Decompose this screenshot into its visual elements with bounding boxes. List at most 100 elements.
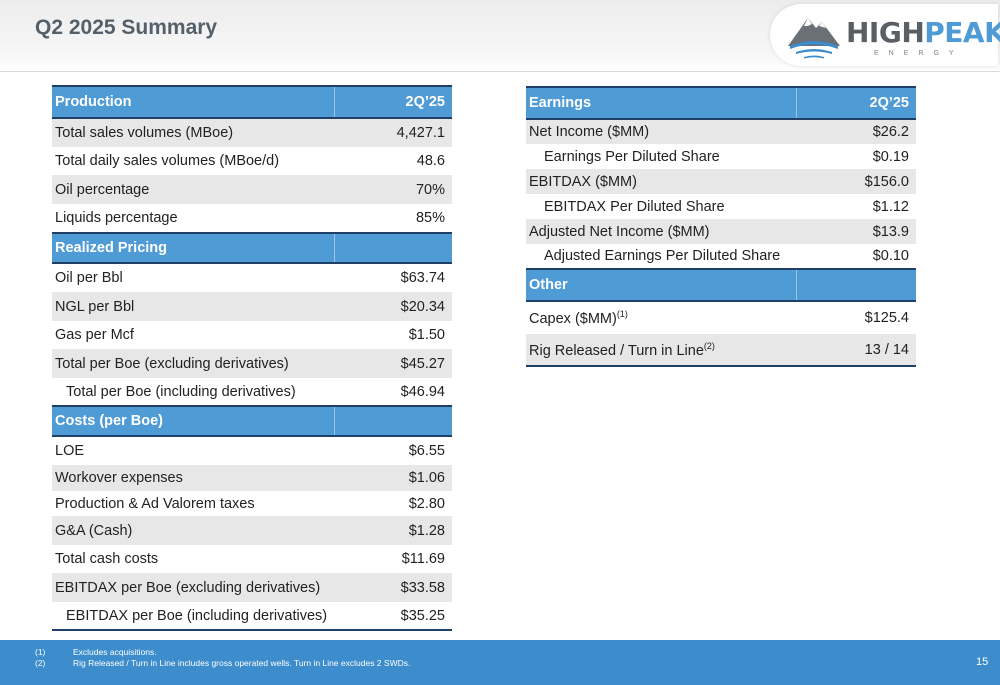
table-row: G&A (Cash) $1.28 [52, 516, 452, 545]
table-row: Capex ($MM)(1) $125.4 [526, 301, 916, 334]
row-value: $1.12 [872, 198, 909, 215]
row-value: $2.80 [408, 495, 445, 512]
section-header-row: Earnings 2Q’25 [526, 86, 916, 120]
table-row: EBITDAX per Boe (excluding derivatives) $… [52, 573, 452, 602]
row-value: $33.58 [334, 573, 452, 602]
table-row: Total cash costs $11.69 [52, 545, 452, 573]
row-label: LOE [55, 443, 85, 459]
row-value: $63.74 [400, 270, 445, 286]
row-value: $156.0 [796, 169, 916, 194]
row-label: Earnings Per Diluted Share [544, 148, 720, 165]
section-header-row: Costs (per Boe) [52, 405, 452, 437]
logo-wordmark: HIGHPEAK [846, 16, 1000, 49]
section-header-label: Other [526, 268, 797, 302]
row-value: 48.6 [416, 153, 445, 169]
row-label: Workover expenses [52, 465, 335, 491]
row-value: $0.10 [872, 248, 909, 264]
table-row: Oil per Bbl $63.74 [52, 263, 452, 292]
row-value: 85% [415, 210, 445, 226]
page-number: 15 [976, 656, 989, 668]
company-logo: HIGHPEAK ENERGY [770, 4, 1000, 66]
row-label: Adjusted Earnings Per Diluted Share [544, 248, 781, 264]
table-row: Total daily sales volumes (MBoe/d) 48.6 [52, 147, 452, 175]
row-label: EBITDAX ($MM) [526, 169, 796, 194]
table-row: Total per Boe (including derivatives) $46… [52, 378, 452, 406]
production-pricing-costs-table: Production 2Q’25 Total sales volumes (MBoe… [52, 85, 452, 631]
mountain-logo-icon [788, 18, 840, 59]
table-row: Gas per Mcf $1.50 [52, 321, 452, 349]
row-label: Adjusted Net Income ($MM) [526, 219, 796, 244]
row-value: $20.34 [334, 292, 452, 321]
footnote-num: (2) [35, 658, 46, 668]
row-label: Capex ($MM)(1) [529, 309, 628, 327]
row-label: Gas per Mcf [55, 327, 134, 343]
row-value: $13.9 [796, 219, 916, 244]
logo-subtext: ENERGY [874, 50, 964, 57]
row-label: EBITDAX per Boe (excluding derivatives) [52, 573, 335, 602]
section-header-label: Earnings [526, 86, 797, 120]
table-row: NGL per Bbl $20.34 [52, 292, 452, 321]
section-header-label: Costs (per Boe) [52, 405, 335, 437]
row-label: Total per Boe (including derivatives) [66, 383, 296, 400]
row-label: Total cash costs [55, 551, 159, 567]
footnote-num: (1) [35, 647, 46, 657]
footnote-text: Excludes acquisitions. [73, 647, 157, 657]
row-value: $35.25 [334, 602, 452, 631]
row-value: $1.06 [334, 465, 452, 491]
table-row: Oil percentage 70% [52, 175, 452, 204]
row-label: Liquids percentage [55, 210, 178, 226]
table-row: Total per Boe (excluding derivatives) $45… [52, 349, 452, 378]
period-column-header [334, 232, 452, 264]
table-row: Rig Released / Turn in Line(2) 13 / 14 [526, 334, 916, 367]
table-row: Total sales volumes (MBoe) 4,427.1 [52, 118, 452, 147]
row-value: $46.94 [400, 383, 445, 400]
section-header-label: Production [52, 85, 335, 119]
row-value: 70% [334, 175, 452, 204]
row-value: $1.28 [334, 516, 452, 545]
row-value: 4,427.1 [334, 118, 452, 147]
row-label: EBITDAX per Boe (including derivatives) [52, 602, 335, 631]
row-label: Net Income ($MM) [526, 119, 796, 144]
row-label: Rig Released / Turn in Line(2) [526, 334, 796, 367]
footnote-marker: (1) [616, 309, 628, 320]
footer-bar [0, 640, 1000, 685]
row-value: $125.4 [864, 310, 909, 326]
row-value: $45.27 [334, 349, 452, 378]
period-column-header [796, 268, 916, 302]
row-label: Total per Boe (excluding derivatives) [52, 349, 335, 378]
table-row: Adjusted Net Income ($MM) $13.9 [526, 219, 916, 244]
row-value: $26.2 [796, 119, 916, 144]
table-row: Production & Ad Valorem taxes $2.80 [52, 491, 452, 516]
footnote-text: Rig Released / Turn in Line includes gro… [73, 658, 411, 668]
row-value: 13 / 14 [796, 334, 916, 367]
row-label: EBITDAX Per Diluted Share [544, 198, 725, 215]
period-column-header [334, 405, 452, 437]
section-header-row: Production 2Q’25 [52, 85, 452, 119]
row-label: Oil percentage [52, 175, 335, 204]
row-value: $11.69 [401, 551, 445, 567]
section-header-row: Realized Pricing [52, 232, 452, 264]
row-label: Total daily sales volumes (MBoe/d) [55, 153, 280, 169]
table-row: EBITDAX ($MM) $156.0 [526, 169, 916, 194]
table-row: Adjusted Earnings Per Diluted Share $0.10 [526, 244, 916, 269]
table-row: Liquids percentage 85% [52, 204, 452, 233]
section-header-label: Realized Pricing [52, 232, 335, 264]
table-row: LOE $6.55 [52, 436, 452, 465]
table-row: Earnings Per Diluted Share $0.19 [526, 144, 916, 169]
table-row: EBITDAX per Boe (including derivatives) $… [52, 602, 452, 631]
row-label: NGL per Bbl [52, 292, 335, 321]
row-label: Total sales volumes (MBoe) [52, 118, 335, 147]
page-title: Q2 2025 Summary [35, 16, 218, 39]
row-value: $0.19 [872, 148, 909, 165]
row-label: Production & Ad Valorem taxes [55, 495, 255, 512]
period-column-header: 2Q’25 [796, 86, 916, 120]
table-row: Workover expenses $1.06 [52, 465, 452, 491]
row-label: G&A (Cash) [52, 516, 335, 545]
slide-header: Q2 2025 Summary HIGHPEAK ENERGY [0, 0, 1000, 72]
earnings-other-table: Earnings 2Q’25 Net Income ($MM) $26.2 Earnin… [526, 86, 916, 367]
row-value: $1.50 [408, 327, 445, 343]
period-column-header: 2Q’25 [334, 85, 452, 119]
section-header-row: Other [526, 268, 916, 302]
footnote-marker: (2) [703, 340, 715, 351]
table-row: EBITDAX Per Diluted Share $1.12 [526, 194, 916, 219]
